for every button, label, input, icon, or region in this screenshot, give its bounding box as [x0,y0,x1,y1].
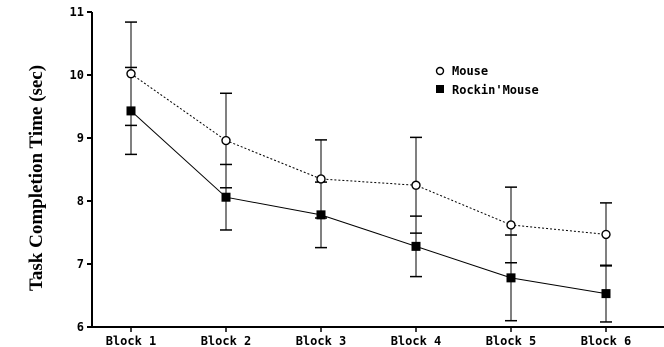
y-tick-label: 11 [70,5,84,19]
x-tick-label: Block 2 [201,334,252,347]
series-line-mouse [130,73,607,235]
legend-marker-rockinmouse [436,85,444,93]
x-tick-label: Block 6 [581,334,632,347]
y-axis-label: Task Completion Time (sec) [26,65,47,291]
data-point-rockinmouse [411,241,421,251]
data-point-mouse [506,220,516,230]
y-tick-label: 9 [77,131,84,145]
data-point-rockinmouse [221,192,231,202]
data-point-mouse [221,135,231,146]
series-lines [130,73,607,295]
data-point-mouse [316,174,326,184]
legend: Mouse Rockin'Mouse [435,64,539,97]
y-tick-label: 7 [77,257,84,271]
data-point-mouse [126,69,136,79]
data-point-rockinmouse [601,289,611,299]
series-line-rockinmouse [130,110,607,295]
data-point-rockinmouse [506,273,516,283]
x-tick-label: Block 4 [391,334,442,347]
x-tick-label: Block 3 [296,334,347,347]
legend-label-rockinmouse: Rockin'Mouse [452,83,539,97]
legend-label-mouse: Mouse [452,64,488,78]
data-point-mouse [601,229,611,240]
series-markers [126,69,611,299]
y-tick-label: 8 [77,194,84,208]
data-point-mouse [411,180,421,190]
y-tick-label: 6 [77,320,84,334]
axes: 6 7 8 9 10 11 Block 1 Block 2 Block 3 Block 4 Bloc… [70,5,664,347]
y-tick-label: 10 [70,68,84,82]
x-tick-label: Block 5 [486,334,537,347]
legend-marker-mouse [435,66,445,76]
data-point-rockinmouse [126,106,136,116]
x-tick-label: Block 1 [106,334,157,347]
data-point-rockinmouse [316,210,326,220]
